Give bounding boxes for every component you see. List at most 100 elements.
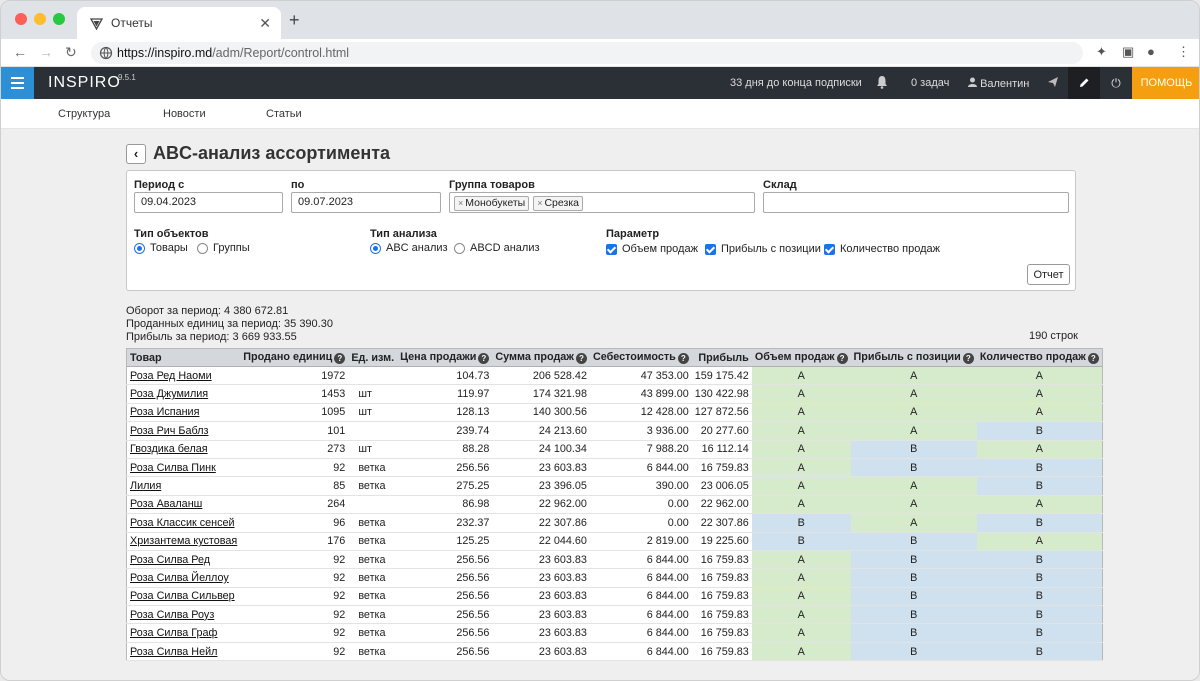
- cell-product-name[interactable]: Роза Испания: [126, 403, 241, 423]
- cell-product-name[interactable]: Роза Классик сенсей: [126, 513, 241, 533]
- help-icon[interactable]: ?: [962, 353, 974, 364]
- product-link[interactable]: Гвоздика белая: [130, 443, 208, 456]
- subnav-articles[interactable]: Статьи: [266, 108, 302, 120]
- radio-label: ABCD анализ: [470, 242, 540, 254]
- tasks-counter[interactable]: 0 задач: [911, 77, 950, 89]
- extensions-icon[interactable]: ✦: [1096, 44, 1107, 59]
- product-link[interactable]: Хризантема кустовая: [130, 535, 238, 548]
- subscription-status[interactable]: 33 дня до конца подписки: [730, 77, 862, 89]
- cell-product-name[interactable]: Хризантема кустовая: [126, 532, 241, 551]
- help-button[interactable]: ПОМОЩЬ: [1132, 67, 1199, 99]
- app-logo[interactable]: INSPIRO: [48, 74, 121, 91]
- product-link[interactable]: Роза Аваланш: [130, 498, 203, 511]
- period-to-input[interactable]: 09.07.2023: [291, 192, 441, 213]
- warehouse-select[interactable]: [763, 192, 1069, 213]
- profile-icon[interactable]: ●: [1147, 44, 1155, 59]
- product-link[interactable]: Роза Силва Нейл: [130, 645, 218, 658]
- cell-product-name[interactable]: Лилия: [126, 476, 241, 496]
- forward-arrow-icon[interactable]: →: [39, 44, 53, 60]
- cell-product-name[interactable]: Роза Джумилия: [126, 384, 241, 404]
- edit-pencil-icon[interactable]: [1068, 67, 1100, 99]
- product-link[interactable]: Роза Силва Пинк: [130, 461, 216, 474]
- cell-product-name[interactable]: Роза Силва Пинк: [126, 458, 241, 478]
- maximize-window-button[interactable]: [53, 13, 65, 25]
- send-icon[interactable]: [1047, 76, 1059, 91]
- help-icon[interactable]: ?: [478, 353, 490, 364]
- product-link[interactable]: Роза Силва Йеллоу: [130, 571, 229, 584]
- col-header-sales-sum[interactable]: Сумма продаж?: [492, 348, 590, 367]
- cell-grade-count: A: [976, 384, 1103, 404]
- cell-product-name[interactable]: Роза Силва Нейл: [126, 642, 241, 662]
- param-sales-count-checkbox[interactable]: Количество продаж: [824, 243, 940, 255]
- reload-icon[interactable]: ↻: [65, 44, 77, 60]
- back-button[interactable]: ‹: [126, 143, 146, 164]
- subnav-structure[interactable]: Структура: [58, 108, 111, 120]
- url-field[interactable]: https://inspiro.md/adm/Report/control.ht…: [91, 42, 1083, 64]
- menu-icon[interactable]: [1, 67, 34, 99]
- remove-chip-icon[interactable]: ×: [458, 198, 464, 208]
- close-tab-icon[interactable]: ✕: [259, 15, 271, 31]
- cell-unit: шт: [348, 440, 398, 459]
- group-select[interactable]: × Монобукеты × Срезка: [449, 192, 755, 213]
- param-profit-checkbox[interactable]: Прибыль с позиции: [705, 243, 821, 255]
- subnav-news[interactable]: Новости: [163, 108, 206, 120]
- browser-tab[interactable]: Отчеты ✕: [77, 7, 281, 39]
- product-link[interactable]: Лилия: [130, 480, 162, 493]
- report-button[interactable]: Отчет: [1027, 264, 1070, 285]
- user-menu[interactable]: Валентин: [968, 77, 1029, 90]
- col-header-unit[interactable]: Ед. изм.: [348, 348, 398, 367]
- help-icon[interactable]: ?: [677, 353, 689, 364]
- cell-grade-count: B: [976, 623, 1103, 643]
- cell-product-name[interactable]: Гвоздика белая: [126, 440, 241, 459]
- cell-product-name[interactable]: Роза Ред Наоми: [126, 366, 241, 386]
- product-link[interactable]: Роза Ред Наоми: [130, 369, 212, 382]
- cell-cost: 6 844.00: [589, 458, 692, 478]
- param-sales-volume-checkbox[interactable]: Объем продаж: [606, 243, 698, 255]
- analysis-abc-radio[interactable]: ABC анализ: [370, 242, 448, 254]
- period-from-input[interactable]: 09.04.2023: [134, 192, 283, 213]
- product-link[interactable]: Роза Силва Ред: [130, 553, 211, 566]
- product-link[interactable]: Роза Джумилия: [130, 388, 209, 401]
- sidebar-toggle-icon[interactable]: ▣: [1122, 44, 1135, 59]
- col-header-price[interactable]: Цена продажи?: [397, 348, 493, 367]
- col-header-abc-volume[interactable]: Объем продаж?: [751, 348, 851, 367]
- back-arrow-icon[interactable]: ←: [13, 44, 27, 60]
- product-link[interactable]: Роза Силва Роуз: [130, 608, 215, 621]
- col-header-product[interactable]: Товар: [126, 348, 241, 367]
- col-header-profit[interactable]: Прибыль: [691, 348, 752, 367]
- cell-product-name[interactable]: Роза Силва Граф: [126, 623, 241, 643]
- product-link[interactable]: Роза Рич Баблз: [130, 424, 209, 437]
- close-window-button[interactable]: [15, 13, 27, 25]
- cell-product-name[interactable]: Роза Силва Роуз: [126, 605, 241, 625]
- help-icon[interactable]: ?: [1087, 353, 1099, 364]
- object-type-goods-radio[interactable]: Товары: [134, 242, 188, 254]
- col-header-abc-profit[interactable]: Прибыль с позиции?: [850, 348, 977, 367]
- new-tab-icon[interactable]: +: [289, 10, 300, 30]
- help-icon[interactable]: ?: [334, 353, 346, 364]
- group-chip[interactable]: × Монобукеты: [454, 196, 530, 211]
- product-link[interactable]: Роза Силва Граф: [130, 627, 218, 640]
- bell-icon[interactable]: [876, 75, 888, 92]
- site-info-icon[interactable]: [99, 46, 113, 60]
- cell-product-name[interactable]: Роза Аваланш: [126, 495, 241, 515]
- col-header-units[interactable]: Продано единиц?: [240, 348, 349, 367]
- cell-product-name[interactable]: Роза Рич Баблз: [126, 421, 241, 441]
- remove-chip-icon[interactable]: ×: [537, 198, 543, 208]
- help-icon[interactable]: ?: [575, 353, 587, 364]
- analysis-abcd-radio[interactable]: ABCD анализ: [454, 242, 540, 254]
- cell-product-name[interactable]: Роза Силва Сильвер: [126, 587, 241, 607]
- help-icon[interactable]: ?: [836, 353, 848, 364]
- object-type-groups-radio[interactable]: Группы: [197, 242, 250, 254]
- col-header-abc-count[interactable]: Количество продаж?: [976, 348, 1103, 367]
- group-chip[interactable]: × Срезка: [533, 196, 583, 211]
- minimize-window-button[interactable]: [34, 13, 46, 25]
- product-link[interactable]: Роза Силва Сильвер: [130, 590, 235, 603]
- cell-product-name[interactable]: Роза Силва Йеллоу: [126, 568, 241, 588]
- col-header-cost[interactable]: Себестоимость?: [589, 348, 692, 367]
- cell-grade-profit: A: [850, 513, 977, 533]
- browser-menu-icon[interactable]: ⋮: [1177, 44, 1190, 59]
- product-link[interactable]: Роза Испания: [130, 406, 200, 419]
- product-link[interactable]: Роза Классик сенсей: [130, 516, 235, 529]
- power-icon[interactable]: ⏻: [1111, 75, 1121, 90]
- cell-product-name[interactable]: Роза Силва Ред: [126, 550, 241, 570]
